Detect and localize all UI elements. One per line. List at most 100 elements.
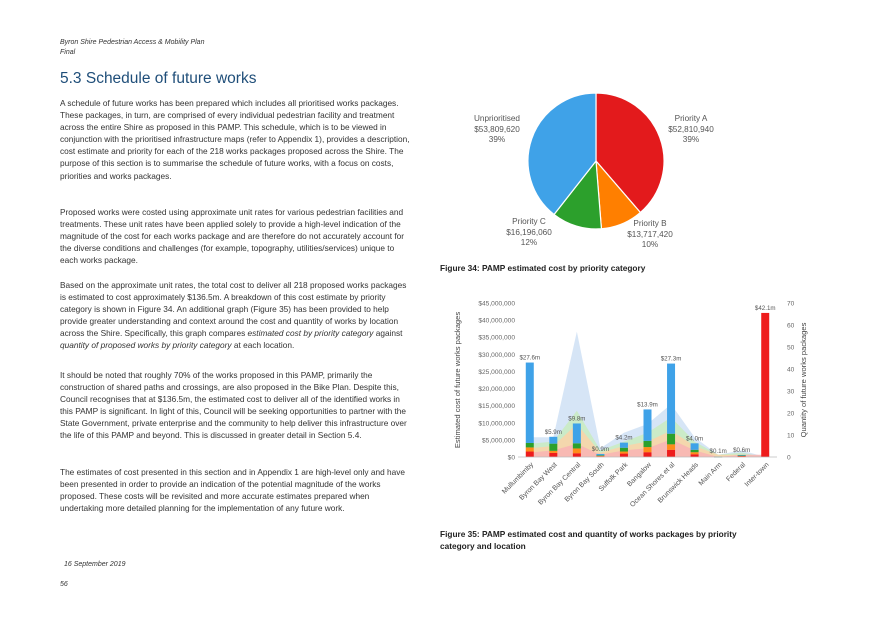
pie-label-name: Unprioritised: [474, 114, 520, 123]
cost-bar-segment-priority-c: [572, 443, 581, 449]
pie-label-percent: 10%: [641, 240, 659, 249]
bar-total-label: $4.0m: [686, 435, 703, 442]
x-axis-category-label: Brunswick Heads: [657, 461, 701, 505]
cost-bar-segment-unprioritised: [572, 423, 581, 444]
header-status: Final: [60, 49, 76, 56]
y-axis-tick-label: $5,000,000: [482, 437, 515, 444]
paragraph-3: Based on the approximate unit rates, the…: [60, 279, 410, 352]
bar-total-label: $13.9m: [637, 401, 658, 408]
y-axis-tick-label: $20,000,000: [478, 386, 515, 393]
paragraph-2: Proposed works were costed using approxi…: [60, 207, 405, 266]
cost-bar-segment-unprioritised: [714, 456, 723, 458]
y-axis-tick-label: $30,000,000: [478, 352, 515, 359]
bar-total-label: $5.9m: [545, 429, 562, 436]
quantity-area-priority-a: [529, 439, 766, 457]
footer-date: 16 September 2019: [64, 561, 126, 568]
bar-total-label: $4.2m: [615, 435, 632, 442]
pie-label-name: Priority C: [512, 217, 546, 226]
y2-axis-tick-label: 50: [787, 345, 795, 352]
pie-label-unprioritised: Unprioritised $53,809,620 39%: [448, 114, 546, 146]
cost-bar-segment-unprioritised: [525, 362, 534, 443]
bar-total-label: $0.9m: [592, 446, 609, 453]
paragraph-1: A schedule of future works has been prep…: [60, 98, 410, 181]
paragraph-4: It should be noted that roughly 70% of t…: [60, 370, 407, 441]
cost-bar-segment-priority-c: [619, 447, 628, 452]
y2-axis-title: Quantity of future works packages: [799, 322, 808, 437]
x-axis-category-label: Bangalow: [626, 461, 653, 488]
bar-total-label: $27.6m: [519, 355, 540, 362]
y-axis-tick-label: $35,000,000: [478, 335, 515, 342]
pie-label-percent: 12%: [520, 238, 538, 247]
x-axis-category-label: Federal: [725, 461, 747, 483]
cost-bar-segment-unprioritised: [596, 453, 605, 456]
y2-axis-tick-label: 70: [787, 301, 795, 308]
footer-page-number: 56: [60, 581, 68, 588]
x-axis-category-label: Suffolk Park: [598, 461, 630, 493]
cost-bar-segment-priority-b: [737, 455, 746, 457]
cost-bar-segment-priority-c: [596, 455, 605, 456]
bar-total-label: $0.1m: [710, 448, 727, 455]
cost-bar-segment-priority-b: [667, 444, 676, 450]
y2-axis-tick-label: 0: [787, 455, 791, 462]
paragraph-3-text: Based on the approximate unit rates, the…: [60, 280, 407, 339]
section-title: 5.3 Schedule of future works: [60, 70, 257, 87]
cost-bar-segment-priority-a: [525, 451, 534, 457]
y-axis-tick-label: $0: [508, 455, 516, 462]
y2-axis-tick-label: 30: [787, 389, 795, 396]
x-axis-category-label: Mullumbimby: [501, 461, 535, 495]
pie-label-priority-b: Priority B $13,717,420 10%: [610, 219, 690, 251]
cost-bar-segment-priority-b: [596, 455, 605, 457]
x-axis-category-label: Byron Bay West: [518, 461, 558, 501]
cost-bar-segment-priority-b: [525, 447, 534, 452]
y2-axis-tick-label: 20: [787, 411, 795, 418]
y-axis-tick-label: $25,000,000: [478, 369, 515, 376]
x-axis-category-label: Inter-town: [744, 461, 771, 488]
pie-label-name: Priority A: [674, 114, 708, 123]
cost-bar-segment-priority-a: [737, 455, 746, 457]
cost-bar-segment-unprioritised: [690, 443, 699, 450]
cost-bar-segment-priority-a: [761, 312, 770, 457]
pie-slice-priority-a: [595, 92, 665, 214]
figure35-caption-line1: Figure 35: PAMP estimated cost and quant…: [440, 529, 737, 539]
cost-bar-segment-priority-c: [737, 455, 746, 456]
cost-bar-segment-priority-b: [714, 456, 723, 458]
cost-bar-segment-priority-b: [549, 450, 558, 453]
pie-label-percent: 39%: [488, 135, 506, 144]
paragraph-3-text-mid: against: [373, 328, 403, 339]
pie-slice-unprioritised: [527, 92, 597, 216]
bar-total-label: $9.8m: [568, 415, 585, 422]
cost-bar-segment-priority-c: [525, 442, 534, 448]
cost-bar-segment-priority-a: [619, 453, 628, 457]
figure35-caption-line2: category and location: [440, 541, 526, 551]
cost-bar-segment-priority-c: [549, 443, 558, 451]
x-axis-category-label: Main Arm: [698, 461, 724, 487]
y2-axis-tick-label: 60: [787, 323, 795, 330]
cost-bar-segment-priority-c: [667, 433, 676, 445]
pie-label-value: $52,810,940: [668, 124, 714, 134]
cost-bar-segment-priority-a: [549, 452, 558, 457]
cost-bar-segment-unprioritised: [667, 363, 676, 434]
y2-axis-tick-label: 10: [787, 433, 795, 440]
x-axis-category-label: Byron Bay Central: [537, 461, 582, 506]
header-doc-title: Byron Shire Pedestrian Access & Mobility…: [60, 39, 205, 46]
quantity-area-priority-b: [529, 424, 766, 457]
pie-label-value: $16,196,060: [506, 227, 552, 237]
pie-label-value: $53,809,620: [474, 124, 520, 134]
cost-bar-segment-priority-a: [714, 456, 723, 458]
cost-bar-segment-priority-b: [690, 452, 699, 455]
pie-label-priority-c: Priority C $16,196,060 12%: [490, 217, 568, 249]
y-axis-tick-label: $10,000,000: [478, 420, 515, 427]
pie-label-priority-a: Priority A $52,810,940 39%: [650, 114, 732, 146]
cost-bar-segment-priority-a: [690, 454, 699, 457]
pie-label-name: Priority B: [633, 219, 667, 228]
cost-bar-segment-priority-b: [619, 451, 628, 454]
bar-total-label: $27.3m: [661, 356, 682, 363]
x-axis-category-label: Byron Bay South: [564, 461, 606, 503]
cost-bar-segment-unprioritised: [643, 409, 652, 441]
x-axis-category-label: Ocean Shores et al: [629, 461, 677, 509]
quantity-area-unprioritised: [529, 331, 766, 457]
pie-label-percent: 39%: [682, 135, 700, 144]
cost-bar-segment-unprioritised: [619, 442, 628, 448]
cost-bar-segment-unprioritised: [549, 436, 558, 444]
bar-total-label: $42.1m: [755, 305, 776, 312]
